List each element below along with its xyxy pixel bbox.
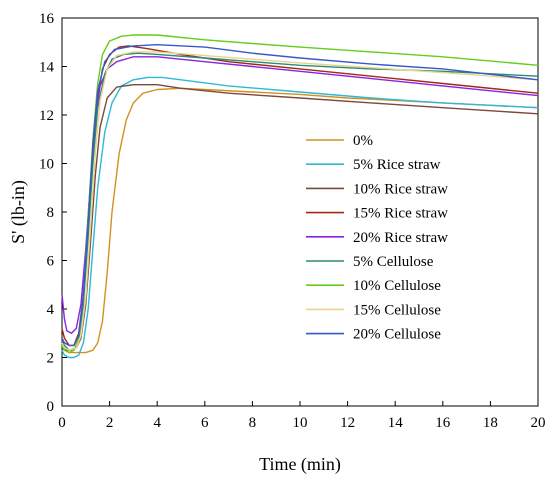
y-tick-label: 14 <box>39 60 55 76</box>
x-axis: 0 2 4 6 8 10 12 14 16 18 20 <box>58 401 546 431</box>
y-tick-label: 4 <box>47 302 55 318</box>
y-tick-label: 2 <box>47 351 55 367</box>
legend-label: 5% Rice straw <box>353 157 441 173</box>
x-axis-title: Time (min) <box>259 454 341 475</box>
y-tick-label: 6 <box>47 254 55 270</box>
series-line-3 <box>61 45 539 347</box>
series-lines <box>61 34 539 359</box>
legend-label: 5% Cellulose <box>353 254 434 270</box>
plot-frame <box>61 17 539 407</box>
x-tick-label: 14 <box>388 415 404 431</box>
series-line-0 <box>61 87 539 354</box>
legend-label: 20% Cellulose <box>353 327 441 343</box>
x-tick-label: 0 <box>58 415 66 431</box>
y-tick-label: 10 <box>39 157 54 173</box>
x-tick-label: 4 <box>153 415 161 431</box>
legend: 0% 5% Rice straw 10% Rice straw 15% Rice st… <box>306 133 448 343</box>
series-line-1 <box>61 76 539 359</box>
y-tick-label: 0 <box>47 399 55 415</box>
x-tick-label: 6 <box>201 415 209 431</box>
x-tick-label: 2 <box>106 415 114 431</box>
x-tick-label: 10 <box>293 415 308 431</box>
x-tick-label: 16 <box>435 415 451 431</box>
legend-label: 15% Rice straw <box>353 206 448 222</box>
x-tick-label: 12 <box>340 415 355 431</box>
y-tick-label: 8 <box>47 205 55 221</box>
series-line-6 <box>61 34 539 354</box>
legend-label: 20% Rice straw <box>353 230 448 246</box>
x-tick-label: 8 <box>249 415 257 431</box>
y-tick-label: 12 <box>39 108 54 124</box>
series-line-8 <box>61 44 539 347</box>
x-tick-label: 20 <box>531 415 546 431</box>
y-axis-title: S' (lb-in) <box>8 180 29 244</box>
series-line-7 <box>61 51 539 351</box>
y-tick-label: 16 <box>39 11 55 27</box>
legend-label: 10% Cellulose <box>353 278 441 294</box>
legend-label: 0% <box>353 133 373 149</box>
y-axis: 0 2 4 6 8 10 12 14 16 <box>39 11 67 415</box>
legend-label: 15% Cellulose <box>353 302 441 318</box>
series-line-2 <box>61 84 539 351</box>
legend-label: 10% Rice straw <box>353 181 448 197</box>
x-tick-label: 18 <box>483 415 498 431</box>
